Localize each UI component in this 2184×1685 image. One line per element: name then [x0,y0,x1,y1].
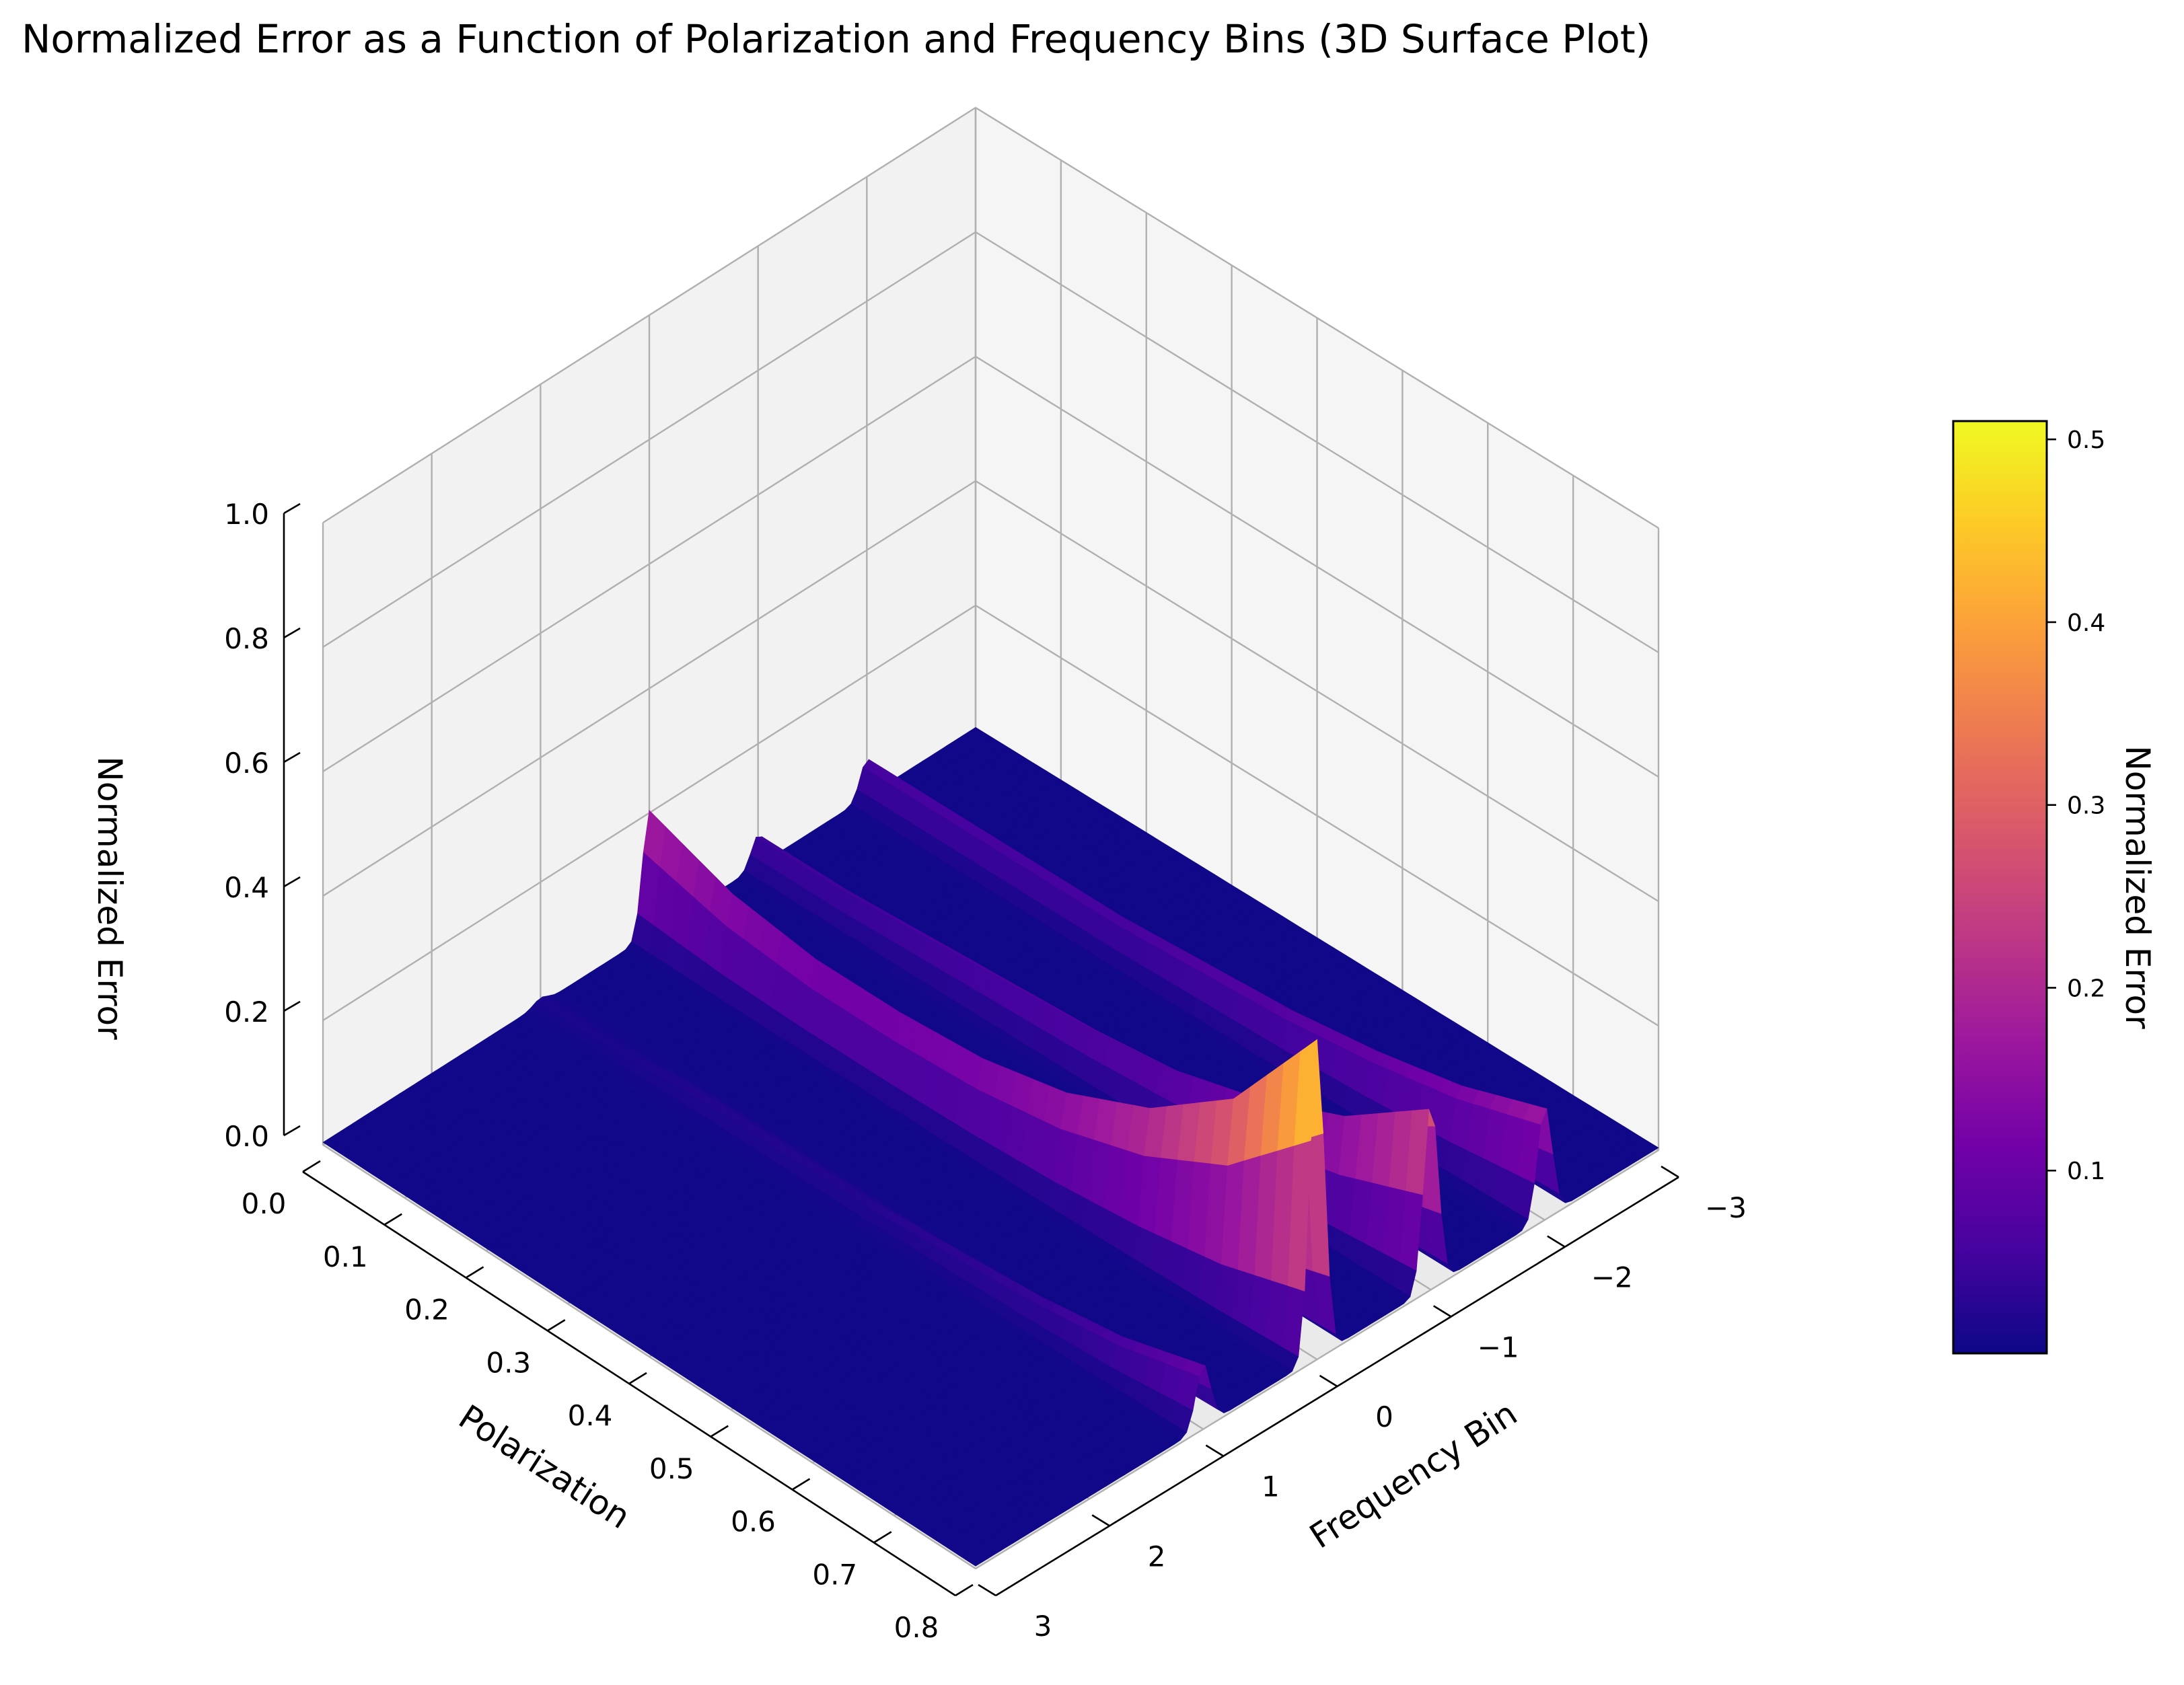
y-tick-label: −2 [1591,1261,1633,1294]
x-tick-label: 0.5 [649,1452,694,1485]
x-tick-label: 0.0 [242,1187,287,1220]
colorbar-tick-label: 0.1 [2067,1158,2105,1185]
y-tick-mark [978,1583,996,1597]
x-tick-mark [873,1531,892,1544]
y-tick-label: 0 [1375,1400,1393,1433]
y-tick-mark [1319,1374,1338,1388]
x-grid-floor [975,1149,1659,1570]
z-tick-label: 0.2 [224,996,269,1028]
colorbar: 0.1 0.2 0.3 0.4 0.5 Normalized Error [1952,420,2157,1355]
colorbar-tick-label: 0.3 [2067,792,2105,820]
y-tick-mark [1432,1305,1452,1318]
x-tick-mark [384,1213,402,1226]
x-tick-mark [791,1478,811,1491]
x-tick-mark [547,1319,566,1332]
z-tick-mark [283,502,301,515]
x-tick-mark [628,1372,647,1385]
colorbar-gradient [1952,420,2048,1355]
colorbar-label: Normalized Error [2118,745,2157,1029]
y-tick-mark [1205,1444,1225,1457]
z-tick-mark [283,876,301,888]
chart-title: Normalized Error as a Function of Polari… [22,16,1650,62]
z-tick-label: 0.4 [224,871,269,904]
x-tick-mark [465,1266,484,1279]
colorbar-tick-label: 0.2 [2067,975,2105,1002]
z-tick-label: 0.0 [224,1120,269,1153]
z-tick-mark [283,1000,301,1012]
z-tick-mark [283,751,301,763]
x-tick-label: 0.4 [568,1399,613,1432]
x-tick-label: 0.1 [323,1240,368,1273]
z-tick-label: 1.0 [224,498,269,531]
z-tick-mark [283,1125,301,1137]
x-tick-label: 0.2 [404,1294,449,1326]
y-tick-label: −3 [1705,1191,1747,1224]
y-axis-label: Frequency Bin [1303,1394,1524,1556]
y-tick-mark [1091,1514,1110,1527]
colorbar-ticks: 0.1 0.2 0.3 0.4 0.5 [2047,426,2105,1185]
z-tick-label: 0.6 [224,747,269,780]
z-axis-label: Normalized Error [90,756,129,1040]
y-tick-mark [1661,1165,1679,1178]
y-tick-label: −1 [1478,1331,1519,1363]
x-tick-label: 0.6 [731,1505,776,1538]
y-tick-label: 2 [1148,1540,1166,1573]
x-tick-label: 0.3 [486,1346,531,1379]
x-tick-label: 0.8 [894,1611,939,1644]
error-surface [322,726,1659,1567]
z-tick-mark [283,627,301,639]
x-tick-label: 0.7 [812,1558,857,1591]
y-tick-label: 1 [1262,1470,1280,1503]
x-tick-mark [710,1425,729,1437]
colorbar-tick-label: 0.4 [2067,609,2105,637]
z-tick-label: 0.8 [224,622,269,655]
y-tick-label: 3 [1034,1610,1052,1643]
x-tick-mark [955,1583,974,1597]
y-tick-mark [1547,1235,1566,1248]
colorbar-tick-label: 0.5 [2067,426,2105,454]
x-tick-mark [302,1160,321,1173]
